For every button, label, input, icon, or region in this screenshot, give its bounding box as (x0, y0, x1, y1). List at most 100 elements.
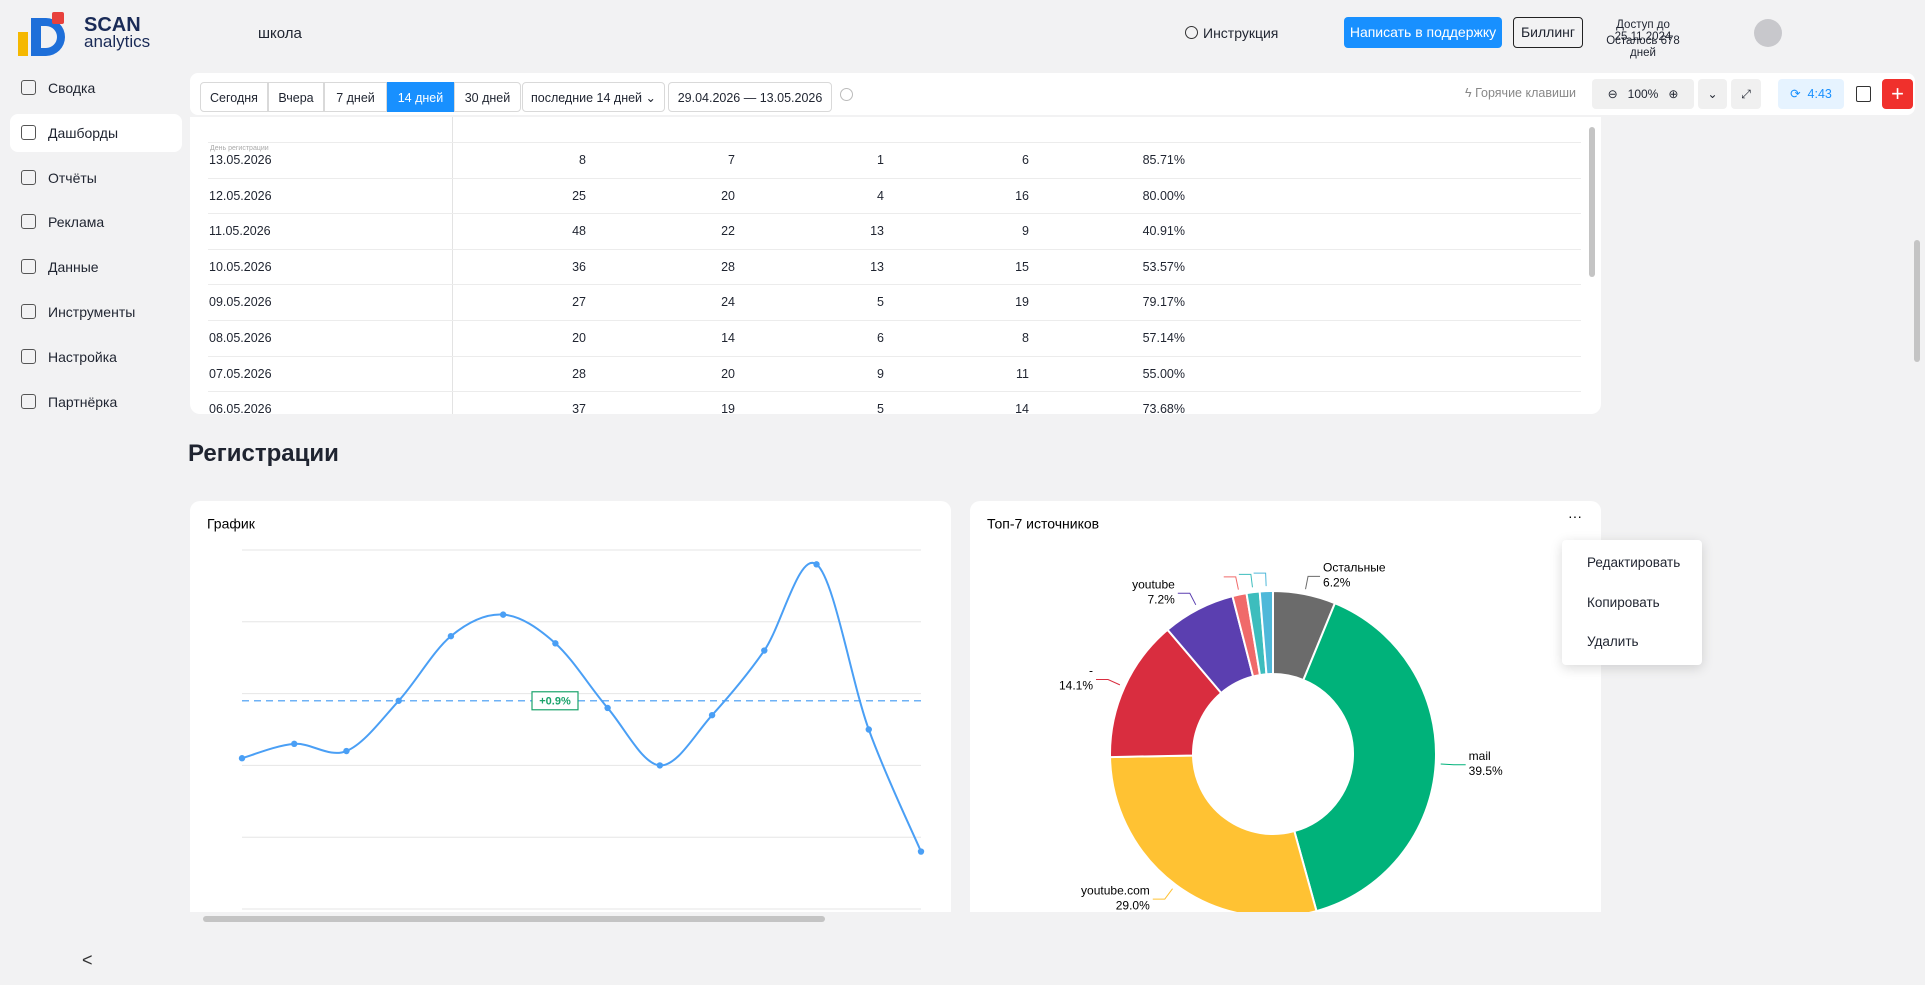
row-divider (208, 142, 1581, 143)
logo-text: SCAN (84, 14, 141, 36)
menu-item[interactable]: Редактировать (1587, 555, 1681, 570)
slice-label: mail (1469, 749, 1491, 763)
table-cell: 36 (572, 259, 586, 274)
annotation-box (531, 691, 579, 711)
nav-item[interactable]: Данные (10, 248, 182, 286)
point (343, 747, 350, 755)
nav-item[interactable]: Настройка (10, 338, 182, 376)
nav-icon (21, 304, 36, 319)
table-cell: 28 (572, 366, 586, 381)
table-cell: 11 (1016, 366, 1029, 381)
point (552, 640, 559, 647)
table-cell: 4 (877, 188, 884, 203)
table-cell: 27 (572, 295, 586, 310)
section-title: Регистрации (188, 440, 339, 467)
slice-value: 29.0% (1116, 898, 1150, 912)
table-header: День регистрации (210, 145, 269, 152)
leader-line (1096, 679, 1121, 686)
nav-item[interactable]: Реклама (10, 203, 182, 241)
nav-icon (21, 169, 36, 185)
nav-item[interactable]: Отчёты (10, 159, 182, 197)
v-scroll-thumb[interactable] (1914, 240, 1920, 362)
table-cell: 40.91% (1142, 224, 1185, 239)
leader-line (1305, 575, 1321, 590)
point (708, 711, 716, 719)
row-divider (208, 177, 1581, 179)
range-select[interactable]: последние 14 дней ⌄ (522, 82, 665, 112)
menu-item[interactable]: Копировать (1587, 594, 1660, 610)
leader-line (1223, 576, 1239, 590)
refresh-timer[interactable]: ⟳ 4:43 (1778, 79, 1844, 109)
help-link[interactable]: Инструкция (1185, 25, 1278, 41)
avatar[interactable] (1754, 19, 1782, 47)
row-divider (208, 355, 1581, 357)
table-cell: 14 (721, 331, 735, 345)
table-cell: 5 (877, 402, 884, 414)
table-cell: 85.71% (1142, 153, 1185, 167)
slice (1258, 589, 1274, 676)
collapse-button[interactable]: < (82, 950, 93, 970)
period-button[interactable]: Вчера (268, 82, 324, 112)
slice-value: 7.2% (1147, 592, 1175, 606)
leader-line (1238, 573, 1253, 588)
period-button[interactable]: 14 дней (387, 82, 454, 112)
h-scroll-thumb[interactable] (203, 916, 825, 922)
table-cell: 24 (721, 295, 735, 310)
nav-icon (21, 214, 36, 230)
date-cell: 11.05.2026 (209, 224, 271, 239)
point (917, 848, 925, 855)
date-cell: 12.05.2026 (209, 188, 272, 203)
leader-line (1440, 763, 1466, 766)
date-cell: 09.05.2026 (209, 295, 272, 310)
dropdown-button[interactable]: ⌄ (1698, 79, 1727, 109)
fullscreen-button[interactable]: ⤢ (1731, 79, 1761, 109)
date-from: 29.04.2026 (677, 91, 741, 105)
line-chart: График +0.9% (207, 516, 925, 910)
table-cell: 7 (728, 153, 735, 167)
table-card: День регистрации 13.05.2026 8 7 1 6 85.71% 12.… (190, 117, 1601, 414)
nav-item[interactable]: Дашборды (10, 113, 182, 152)
table-cell: 13 (870, 224, 884, 239)
table-cell: 15 (1015, 259, 1029, 274)
leader-line (1253, 572, 1267, 587)
point (865, 726, 872, 733)
hotkeys-text: Горячие клавиши (1475, 86, 1576, 100)
date-range[interactable]: 29.04.2026 — 13.05.2026 (668, 82, 832, 112)
period-button[interactable]: 30 дней (454, 82, 521, 112)
help-icon[interactable] (840, 88, 853, 101)
zoom-control[interactable]: ⊖ 100% ⊕ (1592, 79, 1694, 109)
point (813, 561, 820, 568)
hotkeys[interactable]: ϟ Горячие клавиши (1465, 86, 1576, 100)
slice (1293, 601, 1437, 912)
menu-item[interactable]: Удалить (1587, 634, 1639, 649)
search-text[interactable]: школа (258, 25, 302, 42)
period-button[interactable]: 7 дней (324, 82, 387, 112)
point (499, 611, 507, 618)
line (241, 561, 922, 852)
period-button[interactable]: Сегодня (200, 82, 268, 112)
slice-value: 6.2% (1323, 576, 1351, 590)
date-cell: 10.05.2026 (209, 259, 272, 274)
column-divider (452, 117, 453, 414)
table-cell: 14 (1015, 402, 1029, 414)
add-button[interactable]: + (1882, 79, 1913, 109)
row-divider (208, 391, 1581, 393)
billing-button[interactable]: Биллинг (1513, 17, 1583, 48)
table-scrollbar[interactable] (1589, 127, 1595, 277)
table-cell: 79.17% (1142, 295, 1185, 310)
row-divider (208, 284, 1581, 286)
save-button[interactable] (1856, 86, 1871, 102)
support-button[interactable]: Написать в поддержку (1344, 17, 1502, 48)
table-cell: 73.68% (1142, 402, 1185, 414)
row-divider (208, 213, 1581, 215)
date-cell: 13.05.2026 (209, 153, 272, 167)
table-cell: 37 (572, 402, 586, 414)
nav-item[interactable]: Инструменты (10, 293, 182, 331)
nav-item[interactable]: Партнёрка (10, 383, 182, 421)
more-button[interactable]: ··· (1568, 508, 1582, 524)
table-cell: 8 (579, 153, 586, 167)
nav-item[interactable]: Сводка (10, 69, 182, 107)
table-cell: 55.00% (1142, 366, 1185, 381)
